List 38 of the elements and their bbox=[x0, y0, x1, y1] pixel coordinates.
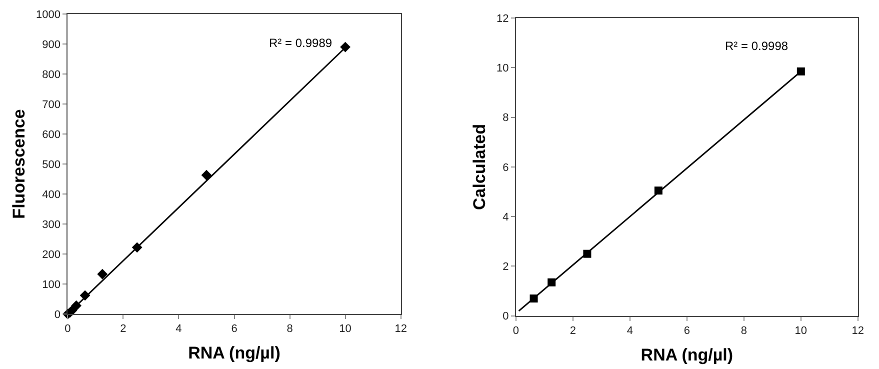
y-tick-label: 4 bbox=[502, 211, 509, 224]
annotation: R² = 0.9998 bbox=[725, 39, 788, 53]
x-axis-title: RNA (ng/µl) bbox=[640, 345, 734, 364]
y-axis-title: Calculated bbox=[470, 124, 490, 210]
x-tick-label: 8 bbox=[740, 325, 747, 338]
y-tick-label: 500 bbox=[42, 158, 60, 171]
y-tick-label: 0 bbox=[502, 310, 509, 323]
annotation: R² = 0.9989 bbox=[269, 36, 332, 50]
x-tick-label: 10 bbox=[339, 323, 352, 336]
y-tick-label: 300 bbox=[42, 218, 60, 231]
y-tick-label: 600 bbox=[42, 128, 60, 141]
y-tick-label: 400 bbox=[42, 188, 60, 201]
y-tick-label: 200 bbox=[42, 248, 60, 261]
x-tick-label: 12 bbox=[394, 323, 407, 336]
y-tick-label: 900 bbox=[42, 38, 60, 51]
x-tick-label: 12 bbox=[852, 325, 864, 338]
y-tick-label: 700 bbox=[42, 98, 60, 111]
x-axis-title: RNA (ng/µl) bbox=[188, 344, 280, 363]
x-tick-label: 0 bbox=[512, 325, 520, 338]
y-tick-label: 12 bbox=[496, 12, 509, 25]
y-tick-label: 1000 bbox=[36, 8, 60, 21]
x-tick-label: 6 bbox=[684, 325, 690, 338]
y-tick-label: 6 bbox=[502, 162, 509, 174]
x-tick-label: 0 bbox=[64, 323, 71, 336]
y-tick-label: 800 bbox=[42, 68, 60, 81]
y-tick-label: 2 bbox=[502, 261, 509, 274]
y-tick-label: 10 bbox=[496, 62, 509, 75]
x-tick-label: 4 bbox=[626, 325, 634, 338]
x-tick-label: 6 bbox=[231, 323, 238, 336]
x-tick-label: 2 bbox=[120, 323, 126, 336]
x-tick-label: 4 bbox=[176, 323, 182, 336]
y-axis-title: Fluorescence bbox=[10, 109, 29, 219]
y-tick-label: 100 bbox=[42, 278, 60, 291]
y-tick-label: 0 bbox=[54, 308, 60, 321]
x-tick-label: 2 bbox=[570, 325, 576, 338]
x-tick-label: 10 bbox=[794, 325, 808, 338]
y-tick-label: 8 bbox=[502, 112, 509, 124]
x-tick-label: 8 bbox=[286, 323, 293, 336]
